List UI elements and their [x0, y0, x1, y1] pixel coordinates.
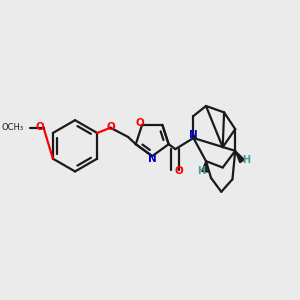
Text: H: H	[243, 155, 251, 165]
Polygon shape	[202, 161, 207, 172]
Text: O: O	[136, 118, 144, 128]
Text: N: N	[189, 130, 198, 140]
Text: N: N	[148, 154, 157, 164]
Text: O: O	[175, 166, 184, 176]
Text: H: H	[196, 166, 205, 176]
Text: OCH₃: OCH₃	[1, 123, 23, 132]
Text: O: O	[36, 122, 44, 132]
Text: O: O	[106, 122, 115, 132]
Polygon shape	[235, 151, 244, 163]
